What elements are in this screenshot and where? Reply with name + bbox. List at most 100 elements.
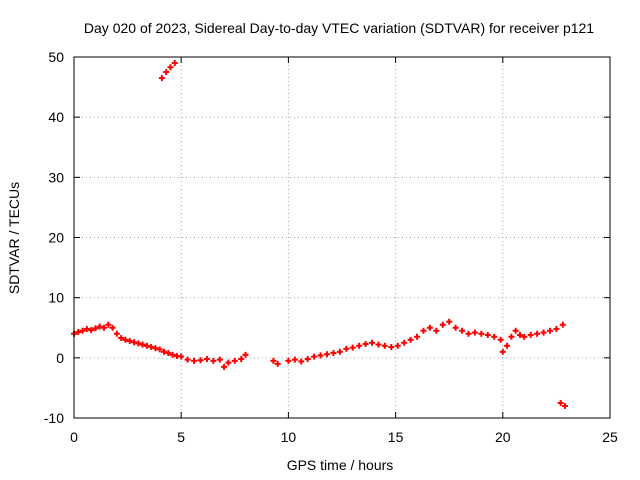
data-point-0-16: [139, 341, 146, 348]
data-point-0-87: [553, 325, 560, 332]
data-point-0-7: [101, 324, 108, 331]
data-point-0-9: [109, 324, 116, 331]
data-point-0-36: [242, 351, 249, 358]
x-tick-label-5: 25: [602, 429, 618, 445]
data-point-0-12: [122, 336, 129, 343]
data-point-0-26: [184, 356, 191, 363]
data-point-0-13: [126, 337, 133, 344]
data-point-0-88: [559, 321, 566, 328]
data-point-0-37: [158, 75, 165, 82]
data-point-0-65: [426, 324, 433, 331]
data-point-0-79: [508, 333, 515, 340]
data-point-0-2: [79, 327, 86, 334]
data-point-0-32: [221, 363, 228, 370]
data-point-0-17: [143, 342, 150, 349]
data-point-0-47: [311, 353, 318, 360]
data-point-0-62: [407, 336, 414, 343]
data-point-0-31: [216, 356, 223, 363]
data-point-0-49: [323, 351, 330, 358]
data-point-0-40: [171, 60, 178, 67]
data-point-0-54: [356, 342, 363, 349]
data-point-0-4: [88, 327, 95, 334]
x-tick-label-4: 20: [495, 429, 511, 445]
data-point-0-58: [381, 342, 388, 349]
data-point-0-28: [197, 357, 204, 364]
x-tick-labels: 0 5 10 15 20 25: [70, 429, 618, 445]
data-point-0-48: [317, 352, 324, 359]
data-point-0-44: [291, 356, 298, 363]
data-point-0-56: [369, 339, 376, 346]
data-point-0-61: [401, 339, 408, 346]
data-point-0-20: [156, 346, 163, 353]
y-tick-label-4: 30: [48, 169, 64, 185]
data-point-0-76: [497, 336, 504, 343]
y-tick-label-0: -10: [44, 410, 64, 426]
x-axis-label: GPS time / hours: [287, 457, 394, 473]
data-point-0-82: [521, 333, 528, 340]
data-point-0-64: [420, 327, 427, 334]
data-point-0-43: [285, 357, 292, 364]
data-point-0-39: [167, 64, 174, 71]
data-point-0-63: [414, 333, 421, 340]
data-point-0-33: [225, 359, 232, 366]
data-point-0-50: [330, 350, 337, 357]
data-point-0-42: [274, 360, 281, 367]
data-point-0-67: [439, 321, 446, 328]
x-tick-label-1: 5: [177, 429, 185, 445]
data-point-0-83: [527, 331, 534, 338]
data-point-0-34: [231, 357, 238, 364]
data-point-0-70: [459, 327, 466, 334]
data-point-0-46: [304, 356, 311, 363]
data-point-0-30: [210, 357, 217, 364]
y-tick-labels: -10 0 10 20 30 40 50: [44, 49, 64, 426]
data-point-0-38: [163, 69, 170, 76]
data-point-0-5: [92, 325, 99, 332]
data-point-0-21: [161, 348, 168, 355]
data-point-0-11: [118, 334, 125, 341]
data-point-0-29: [203, 356, 210, 363]
axis-ticks: [73, 56, 611, 419]
y-tick-label-2: 10: [48, 290, 64, 306]
data-points: [71, 60, 568, 409]
data-point-0-81: [516, 331, 523, 338]
y-tick-label-6: 50: [48, 49, 64, 65]
data-point-0-57: [375, 341, 382, 348]
data-point-0-41: [270, 357, 277, 364]
data-point-0-15: [135, 340, 142, 347]
y-tick-label-5: 40: [48, 109, 64, 125]
data-point-0-19: [152, 345, 159, 352]
data-point-0-8: [105, 321, 112, 328]
data-point-0-86: [546, 327, 553, 334]
data-point-0-59: [388, 344, 395, 351]
data-point-0-35: [238, 356, 245, 363]
data-point-0-90: [561, 402, 568, 409]
data-point-0-68: [446, 318, 453, 325]
data-point-0-85: [540, 329, 547, 336]
data-point-0-25: [178, 353, 185, 360]
data-point-0-77: [499, 348, 506, 355]
data-point-0-3: [83, 325, 90, 332]
data-point-0-22: [165, 350, 172, 357]
data-point-0-23: [169, 351, 176, 358]
data-point-0-72: [471, 329, 478, 336]
y-tick-label-3: 20: [48, 230, 64, 246]
data-point-0-55: [362, 340, 369, 347]
data-point-0-60: [394, 342, 401, 349]
data-point-0-73: [478, 330, 485, 337]
data-point-0-6: [96, 323, 103, 330]
y-tick-label-1: 0: [56, 350, 64, 366]
data-point-0-18: [148, 344, 155, 351]
data-point-0-75: [491, 333, 498, 340]
chart-title: Day 020 of 2023, Sidereal Day-to-day VTE…: [84, 20, 594, 36]
data-point-0-52: [343, 345, 350, 352]
data-point-0-53: [349, 344, 356, 351]
data-point-0-1: [75, 328, 82, 335]
data-point-0-71: [465, 330, 472, 337]
data-point-0-66: [433, 327, 440, 334]
data-point-0-80: [512, 327, 519, 334]
y-axis-label: SDTVAR / TECUs: [6, 182, 22, 294]
data-point-0-27: [191, 357, 198, 364]
data-point-0-10: [113, 330, 120, 337]
x-tick-label-0: 0: [70, 429, 78, 445]
data-point-0-69: [452, 324, 459, 331]
